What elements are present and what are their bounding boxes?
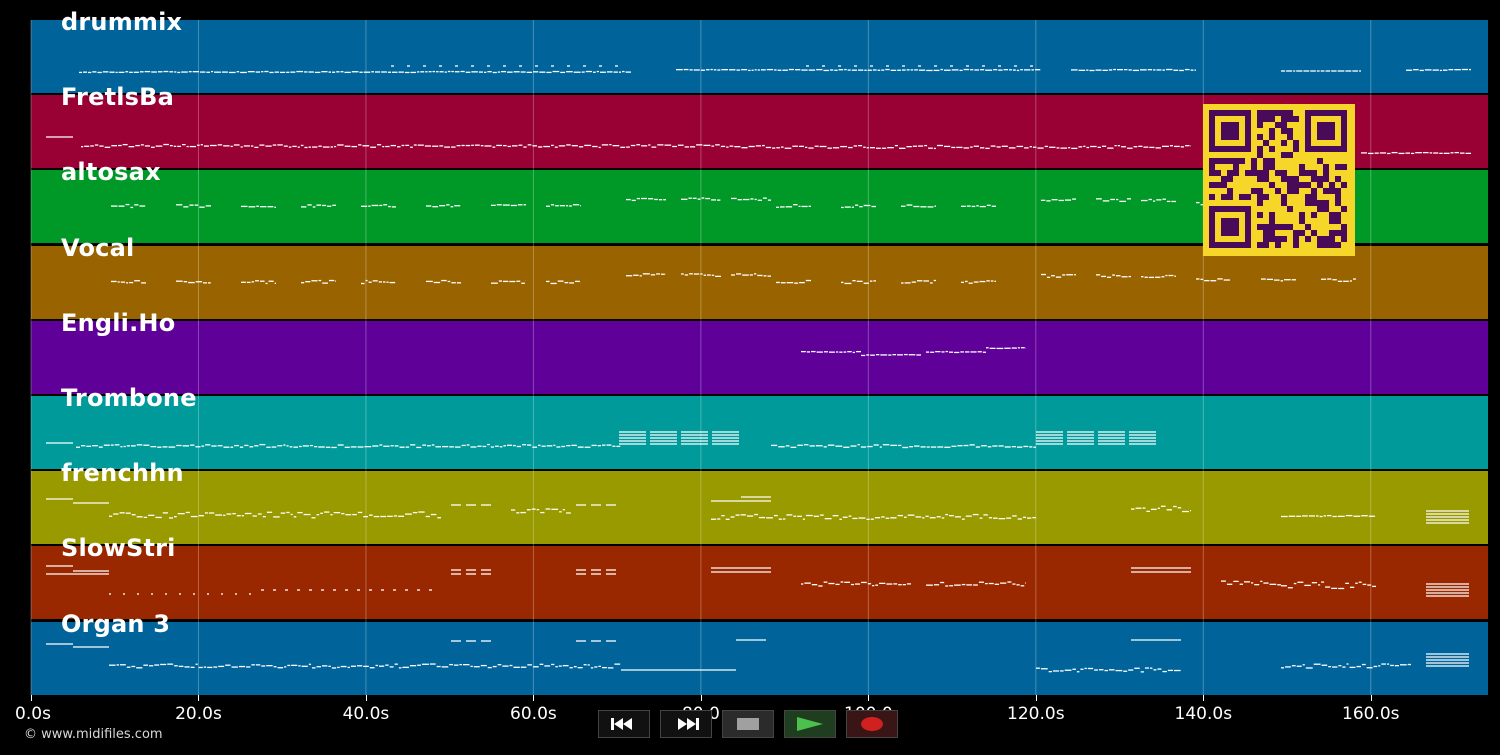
note-pattern [46, 431, 1156, 449]
tick-label: 40.0s [342, 704, 390, 724]
note-pattern [79, 65, 1471, 74]
rewind-icon [611, 718, 632, 730]
tick-label: 60.0s [510, 704, 557, 724]
track-lane[interactable]: Vocal [31, 234, 1488, 319]
tick-label: 160.0s [1342, 704, 1400, 724]
note-pattern [46, 136, 1471, 155]
record-icon [861, 717, 883, 731]
tick-mark [533, 695, 535, 701]
record-button[interactable] [846, 710, 898, 738]
track-name: SlowStri [61, 534, 176, 563]
tick-mark [1370, 695, 1372, 701]
track-name: frenchhn [61, 459, 184, 488]
play-icon [797, 717, 823, 731]
note-pattern [801, 346, 1026, 356]
fast-forward-button[interactable] [660, 710, 712, 738]
tick-label: 120.0s [1007, 704, 1065, 724]
tick-mark [700, 695, 702, 701]
track-lane[interactable]: frenchhn [31, 459, 1488, 545]
stop-button[interactable] [722, 710, 774, 738]
tick-mark [1035, 695, 1037, 701]
rewind-button[interactable] [598, 710, 650, 738]
stop-icon [737, 718, 759, 730]
track-name: Organ 3 [61, 609, 171, 638]
qr-code [1203, 104, 1355, 256]
track-lane[interactable]: Engli.Ho [31, 309, 1488, 394]
tick-mark [365, 695, 367, 701]
track-lane[interactable]: drummix [31, 8, 1488, 93]
note-pattern [46, 565, 1469, 598]
tick-label: 0.0s [15, 704, 51, 724]
track-name: FretlsBa [61, 83, 175, 112]
track-name: Vocal [61, 233, 135, 262]
play-button[interactable] [784, 710, 836, 738]
note-pattern [46, 638, 1469, 673]
tick-mark [1203, 695, 1205, 701]
tick-label: 140.0s [1174, 704, 1233, 724]
copyright-text: © www.midifiles.com [24, 727, 163, 742]
track-name: Engli.Ho [61, 308, 176, 337]
track-lane[interactable]: Trombone [31, 384, 1488, 469]
track-name: Trombone [61, 384, 197, 412]
note-pattern [111, 272, 1356, 284]
tick-mark [868, 695, 870, 701]
track-name: altosax [61, 158, 161, 187]
tick-mark [198, 695, 200, 701]
tick-label: 20.0s [175, 704, 222, 724]
track-name: drummix [61, 8, 183, 36]
note-pattern [46, 496, 1469, 524]
track-lane[interactable]: SlowStri [31, 534, 1488, 620]
fast-forward-icon [678, 718, 699, 730]
tick-mark [31, 695, 32, 701]
track-lane[interactable]: Organ 3 [31, 610, 1488, 695]
transport-controls [598, 710, 898, 740]
